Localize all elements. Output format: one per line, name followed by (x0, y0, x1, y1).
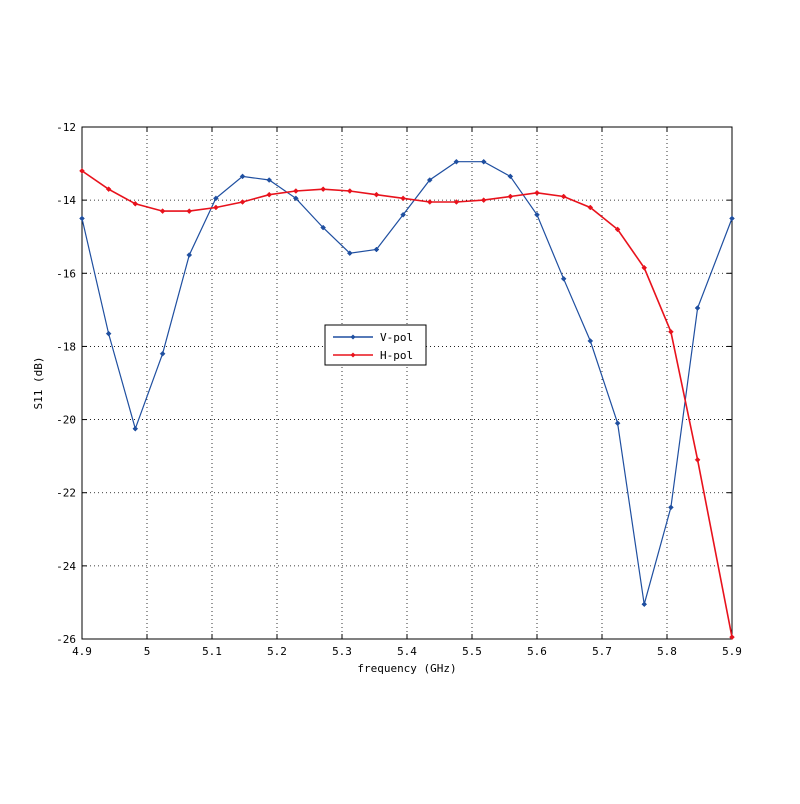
data-point-marker (266, 191, 273, 198)
data-point-marker (373, 191, 380, 198)
data-point-marker (587, 204, 594, 211)
legend-entry: V-pol (333, 331, 413, 344)
data-point-marker (213, 204, 219, 211)
data-point-marker (400, 195, 406, 202)
axis-ticks: 4.9 5 5.1 5.2 5.3 5.4 5.5 5.6 5.7 5.8 5.9 -26 -24 -22… (56, 121, 742, 658)
x-tick-label: 5.1 (202, 645, 222, 658)
y-tick-label: -20 (56, 414, 76, 427)
legend: V-pol H-pol (324, 324, 427, 366)
x-tick-label: 5.2 (267, 645, 287, 658)
data-point-marker (729, 215, 735, 222)
data-point-marker (400, 211, 406, 218)
x-tick-label: 5.6 (527, 645, 547, 658)
y-axis-label: S11 (dB) (32, 357, 45, 410)
data-point-marker (239, 199, 246, 205)
data-point-marker (668, 328, 674, 335)
data-point-marker (266, 177, 273, 183)
x-tick-label: 5.3 (332, 645, 352, 658)
data-point-marker (105, 186, 112, 193)
data-point-marker (587, 338, 594, 344)
x-axis-label: frequency (GHz) (357, 662, 456, 675)
y-tick-label: -12 (56, 121, 76, 134)
x-tick-label: 5.4 (397, 645, 417, 658)
data-point-marker (159, 350, 166, 357)
y-tick-label: -14 (56, 194, 76, 207)
legend-box (324, 324, 427, 366)
data-point-marker (668, 504, 674, 511)
x-tick-label: 4.9 (72, 645, 92, 658)
data-point-marker (453, 199, 460, 205)
y-tick-label: -22 (56, 487, 76, 500)
x-tick-label: 5.8 (657, 645, 677, 658)
data-point-marker (213, 195, 219, 202)
data-point-marker (346, 250, 353, 257)
data-series (79, 158, 735, 641)
data-point-marker (641, 601, 648, 608)
legend-entry: H-pol (333, 349, 413, 362)
data-point-marker (79, 168, 85, 174)
data-point-marker (560, 275, 567, 282)
data-point-marker (507, 193, 514, 200)
data-point-marker (534, 189, 540, 196)
data-point-marker (159, 208, 166, 214)
x-tick-label: 5.7 (592, 645, 612, 658)
data-point-marker (373, 246, 380, 253)
data-point-marker (79, 215, 85, 222)
y-tick-label: -16 (56, 267, 76, 280)
data-point-marker (132, 425, 139, 432)
data-point-marker (186, 252, 193, 258)
data-point-marker (292, 188, 299, 194)
data-point-marker (480, 197, 487, 203)
data-point-marker (320, 186, 327, 193)
legend-label: V-pol (380, 331, 413, 344)
data-point-marker (534, 211, 540, 218)
data-point-marker (729, 634, 735, 641)
data-point-marker (560, 193, 567, 200)
x-tick-label: 5 (144, 645, 151, 658)
data-point-marker (186, 208, 193, 214)
data-point-marker (320, 224, 327, 231)
data-point-marker (426, 199, 433, 205)
x-tick-label: 5.5 (462, 645, 482, 658)
data-point-marker (346, 188, 353, 194)
data-point-marker (694, 456, 701, 463)
y-tick-label: -26 (56, 633, 76, 646)
legend-label: H-pol (380, 349, 413, 362)
series-h-pol (79, 168, 735, 641)
data-point-marker (453, 158, 460, 165)
y-tick-label: -24 (56, 560, 76, 573)
y-tick-label: -18 (56, 340, 76, 353)
data-point-marker (426, 177, 433, 183)
data-point-marker (480, 158, 487, 165)
data-point-marker (614, 420, 621, 427)
legend-marker (350, 352, 356, 358)
data-point-marker (239, 173, 246, 180)
series-v-pol (79, 158, 735, 608)
data-point-marker (507, 173, 514, 180)
data-point-marker (132, 200, 139, 207)
data-point-marker (614, 226, 621, 233)
data-point-marker (292, 195, 299, 202)
data-point-marker (641, 264, 648, 271)
data-point-marker (105, 330, 112, 337)
x-tick-label: 5.9 (722, 645, 742, 658)
data-point-marker (694, 305, 701, 311)
legend-marker (350, 334, 356, 340)
